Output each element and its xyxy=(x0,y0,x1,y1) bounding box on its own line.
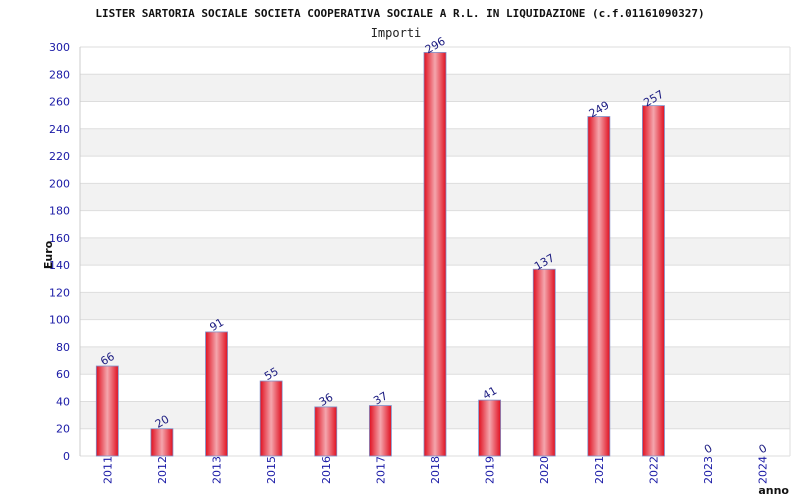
x-tick-label-2013: 2013 xyxy=(211,456,224,484)
y-tick-label: 200 xyxy=(49,177,70,190)
data-label-2019: 41 xyxy=(481,384,500,402)
y-tick-label: 160 xyxy=(49,232,70,245)
bar-2015 xyxy=(259,380,283,457)
x-tick-label-2011: 2011 xyxy=(101,456,114,484)
y-tick-label: 0 xyxy=(63,450,70,463)
x-tick-label-2021: 2021 xyxy=(593,456,606,484)
data-label-2017: 37 xyxy=(371,389,390,407)
bar-2012 xyxy=(150,428,174,457)
y-tick-label: 260 xyxy=(49,96,70,109)
y-tick-label: 120 xyxy=(49,286,70,299)
data-label-2023: 0 xyxy=(702,442,715,457)
bar-2016 xyxy=(314,406,338,457)
x-tick-label-2022: 2022 xyxy=(647,456,660,484)
x-axis-label: anno xyxy=(758,484,789,497)
x-tick-label-2015: 2015 xyxy=(265,456,278,484)
bar-2020 xyxy=(532,268,556,457)
y-tick-label: 40 xyxy=(56,395,70,408)
y-axis-ticks: 0 20 40 60 80 100 120 140 160 180 200 220 240 260 280 3… xyxy=(49,41,70,463)
x-tick-label-2024: 2024 xyxy=(757,456,770,484)
y-tick-label: 280 xyxy=(49,68,70,81)
bar-2011 xyxy=(95,365,119,457)
y-tick-label: 60 xyxy=(56,368,70,381)
bar-2017 xyxy=(368,405,392,457)
bar-2022 xyxy=(642,105,665,457)
y-axis-label: Euro xyxy=(42,240,55,269)
x-axis-ticks: 2011 2012 2013 2015 2016 2017 2018 2019 2020 2021… xyxy=(101,456,769,484)
x-tick-label-2016: 2016 xyxy=(320,456,333,484)
chart-title: LISTER SARTORIA SOCIALE SOCIETA COOPERAT… xyxy=(95,7,704,20)
x-tick-label-2018: 2018 xyxy=(429,456,442,484)
x-tick-label-2012: 2012 xyxy=(156,456,169,484)
data-label-2013: 91 xyxy=(207,316,226,334)
data-label-2012: 20 xyxy=(153,413,172,431)
x-tick-label-2023: 2023 xyxy=(702,456,715,484)
chart-subtitle: Importi xyxy=(371,26,422,40)
y-tick-label: 240 xyxy=(49,123,70,136)
x-tick-label-2019: 2019 xyxy=(484,456,497,484)
bar-2019 xyxy=(478,399,502,457)
data-label-2015: 55 xyxy=(262,365,281,383)
data-label-2024: 0 xyxy=(757,442,770,457)
bar-2013 xyxy=(205,331,228,457)
x-tick-label-2020: 2020 xyxy=(538,456,551,484)
data-label-2011: 66 xyxy=(98,350,117,368)
data-label-2016: 36 xyxy=(317,391,336,409)
bars xyxy=(95,52,665,457)
x-tick-label-2017: 2017 xyxy=(374,456,387,484)
bar-2021 xyxy=(587,116,611,457)
y-tick-label: 100 xyxy=(49,314,70,327)
y-tick-label: 140 xyxy=(49,259,70,272)
y-tick-label: 300 xyxy=(49,41,70,54)
y-tick-label: 80 xyxy=(56,341,70,354)
y-tick-label: 180 xyxy=(49,205,70,218)
y-tick-label: 20 xyxy=(56,423,70,436)
y-tick-label: 220 xyxy=(49,150,70,163)
bar-2018 xyxy=(423,52,447,457)
